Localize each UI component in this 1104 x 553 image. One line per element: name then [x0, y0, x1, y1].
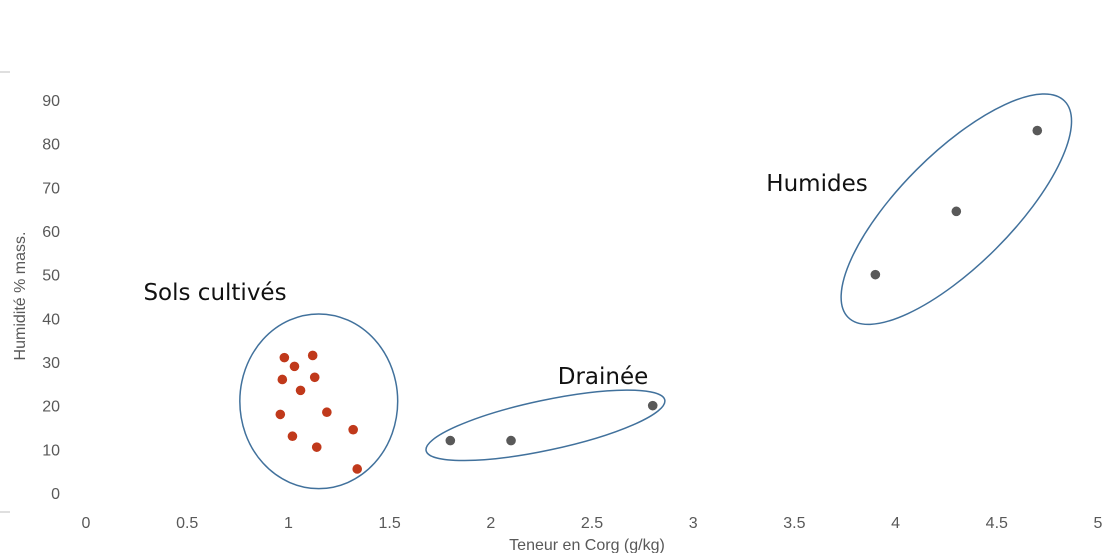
- data-point: [348, 424, 358, 435]
- data-point: [307, 350, 318, 361]
- data-point: [311, 442, 322, 452]
- x-axis-title: Teneur en Corg (g/kg): [509, 537, 665, 553]
- x-tick-label: 2.5: [581, 515, 603, 532]
- data-point: [1032, 125, 1043, 136]
- data-point: [275, 409, 286, 420]
- data-point: [287, 431, 298, 442]
- data-point: [951, 206, 962, 217]
- data-points: [275, 125, 1043, 474]
- cluster-label: Sols cultivés: [143, 280, 286, 306]
- cluster-labels: Sols cultivés Drainée Humides: [143, 171, 867, 390]
- x-tick-label: 3.5: [783, 515, 805, 532]
- data-point: [352, 464, 363, 474]
- data-point: [445, 435, 456, 446]
- y-axis-title: Humidité % mass.: [12, 232, 29, 361]
- cluster-label: Drainée: [558, 364, 649, 390]
- data-point: [277, 374, 288, 385]
- x-tick-label: 2: [486, 515, 495, 532]
- x-tick-label: 3: [689, 515, 698, 532]
- x-axis-ticks: 0 0.5 1 1.5 2 2.5 3 3.5 4 4.5 5: [82, 515, 1103, 532]
- cluster-ellipse: [425, 389, 666, 462]
- y-tick-label: 0: [51, 486, 60, 503]
- data-point: [279, 352, 290, 363]
- data-point: [309, 372, 320, 383]
- x-tick-label: 1.5: [378, 515, 400, 532]
- data-point: [647, 400, 658, 411]
- cluster-label: Humides: [766, 171, 867, 197]
- y-tick-label: 20: [42, 399, 60, 416]
- y-tick-label: 50: [42, 268, 60, 285]
- cluster-outlines: [239, 93, 1073, 490]
- x-tick-label: 1: [284, 515, 293, 532]
- y-tick-label: 70: [42, 180, 60, 197]
- x-tick-label: 5: [1094, 515, 1103, 532]
- data-point: [870, 269, 881, 280]
- y-tick-label: 30: [42, 355, 60, 372]
- data-point: [506, 435, 516, 446]
- cluster-ellipse: [239, 313, 399, 490]
- y-tick-label: 40: [42, 311, 60, 328]
- y-tick-label: 80: [42, 137, 60, 154]
- x-tick-label: 0.5: [176, 515, 198, 532]
- y-tick-label: 60: [42, 224, 60, 241]
- x-tick-label: 4.5: [986, 515, 1008, 532]
- data-point: [295, 385, 306, 396]
- y-axis-ticks: 0 10 20 30 40 50 60 70 80 90: [42, 93, 60, 503]
- y-tick-label: 90: [42, 93, 60, 110]
- data-point: [289, 361, 300, 372]
- data-point: [322, 407, 332, 418]
- x-tick-label: 0: [82, 515, 91, 532]
- cluster-ellipse: [840, 93, 1073, 326]
- y-tick-label: 10: [42, 442, 60, 459]
- x-tick-label: 4: [891, 515, 900, 532]
- edge-marks: [0, 71, 10, 513]
